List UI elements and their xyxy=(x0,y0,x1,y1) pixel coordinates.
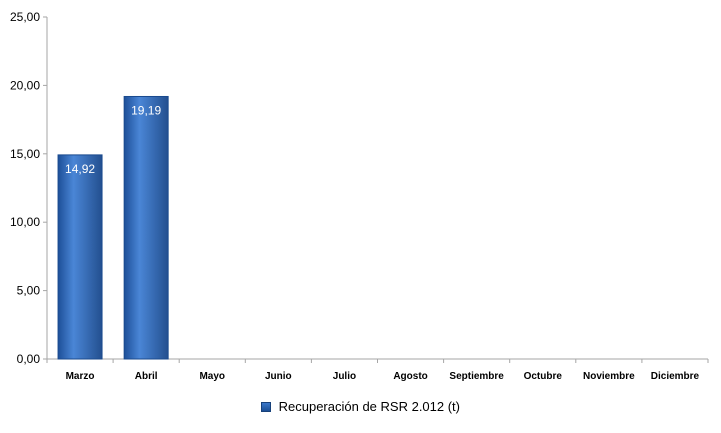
x-tick-label: Octubre xyxy=(524,371,563,382)
x-tick-label: Abril xyxy=(135,371,158,382)
y-tick-label: 0,00 xyxy=(17,352,41,366)
x-tick-label: Agosto xyxy=(393,371,427,382)
legend-label: Recuperación de RSR 2.012 (t) xyxy=(278,399,460,415)
y-tick-label: 5,00 xyxy=(17,284,41,298)
y-tick-label: 15,00 xyxy=(10,147,40,161)
x-tick-label: Marzo xyxy=(66,371,95,382)
y-tick-label: 25,00 xyxy=(10,10,40,24)
y-tick-label: 20,00 xyxy=(10,78,40,92)
x-tick-label: Julio xyxy=(333,371,356,382)
labels: 0,00 5,00 10,00 15,00 20,00 25,00 Marzo Abril Ma… xyxy=(10,10,700,382)
y-tick-label: 10,00 xyxy=(10,215,40,229)
x-tick-label: Diciembre xyxy=(651,371,700,382)
bar xyxy=(57,154,103,360)
legend-swatch xyxy=(261,401,271,412)
bar xyxy=(123,95,169,360)
bars xyxy=(57,95,169,360)
x-tick-label: Mayo xyxy=(199,371,225,382)
legend: Recuperación de RSR 2.012 (t) xyxy=(0,398,721,414)
data-label: 14,92 xyxy=(65,162,95,176)
x-tick-label: Noviembre xyxy=(583,371,635,382)
data-label: 19,19 xyxy=(131,103,161,117)
x-tick-label: Junio xyxy=(265,371,292,382)
x-tick-label: Septiembre xyxy=(449,371,504,382)
